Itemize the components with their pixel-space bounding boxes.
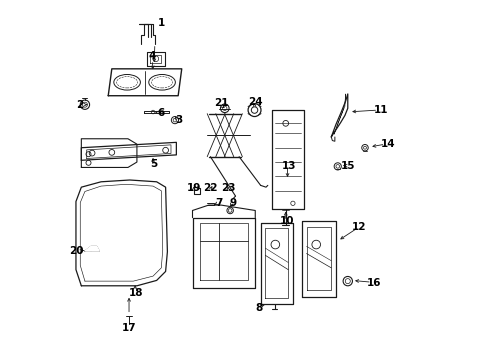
Text: 6: 6 bbox=[157, 108, 164, 118]
Text: 4: 4 bbox=[148, 51, 156, 61]
Text: 9: 9 bbox=[229, 198, 236, 208]
Text: 22: 22 bbox=[203, 183, 217, 193]
Text: 23: 23 bbox=[221, 183, 235, 193]
Text: 12: 12 bbox=[351, 222, 366, 232]
Text: 10: 10 bbox=[280, 216, 294, 226]
Text: 19: 19 bbox=[186, 183, 201, 193]
Text: 15: 15 bbox=[341, 161, 355, 171]
Text: 8: 8 bbox=[255, 303, 262, 314]
Text: 17: 17 bbox=[122, 323, 136, 333]
Text: 24: 24 bbox=[247, 97, 262, 107]
Text: 1: 1 bbox=[157, 18, 164, 28]
Text: 2: 2 bbox=[76, 100, 83, 110]
Polygon shape bbox=[85, 246, 99, 251]
Text: 14: 14 bbox=[380, 139, 394, 149]
Text: 18: 18 bbox=[129, 288, 143, 298]
Text: 20: 20 bbox=[68, 246, 83, 256]
Text: 5: 5 bbox=[150, 159, 158, 169]
Text: 3: 3 bbox=[175, 115, 183, 125]
Text: 21: 21 bbox=[214, 98, 228, 108]
Text: 13: 13 bbox=[282, 161, 296, 171]
Text: 16: 16 bbox=[366, 278, 381, 288]
Text: 11: 11 bbox=[373, 105, 387, 115]
Text: 7: 7 bbox=[215, 198, 223, 208]
